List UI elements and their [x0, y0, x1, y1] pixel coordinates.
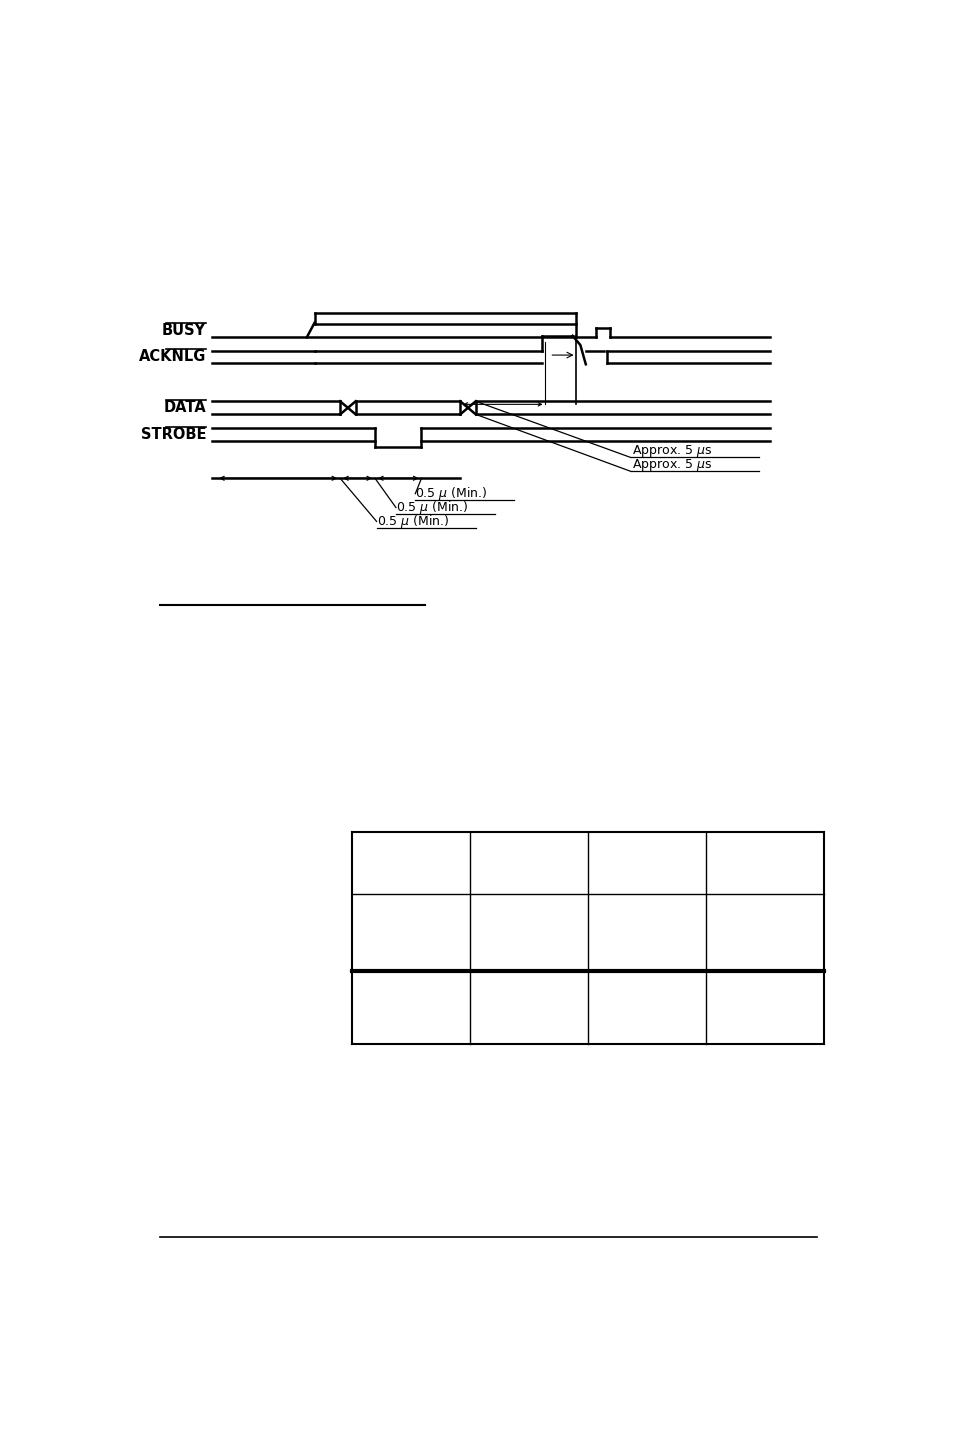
Text: 0.5 $\mu$ (Min.): 0.5 $\mu$ (Min.): [376, 512, 449, 530]
Text: Approx. 5 $\mu$s: Approx. 5 $\mu$s: [632, 457, 712, 473]
Text: DATA: DATA: [163, 400, 206, 415]
Text: STROBE: STROBE: [140, 427, 206, 443]
Text: ACKNLG: ACKNLG: [138, 350, 206, 364]
Text: 0.5 $\mu$ (Min.): 0.5 $\mu$ (Min.): [415, 485, 487, 502]
Text: 0.5 $\mu$ (Min.): 0.5 $\mu$ (Min.): [395, 499, 468, 517]
Text: BUSY: BUSY: [162, 324, 206, 338]
Text: Approx. 5 $\mu$s: Approx. 5 $\mu$s: [632, 444, 712, 460]
